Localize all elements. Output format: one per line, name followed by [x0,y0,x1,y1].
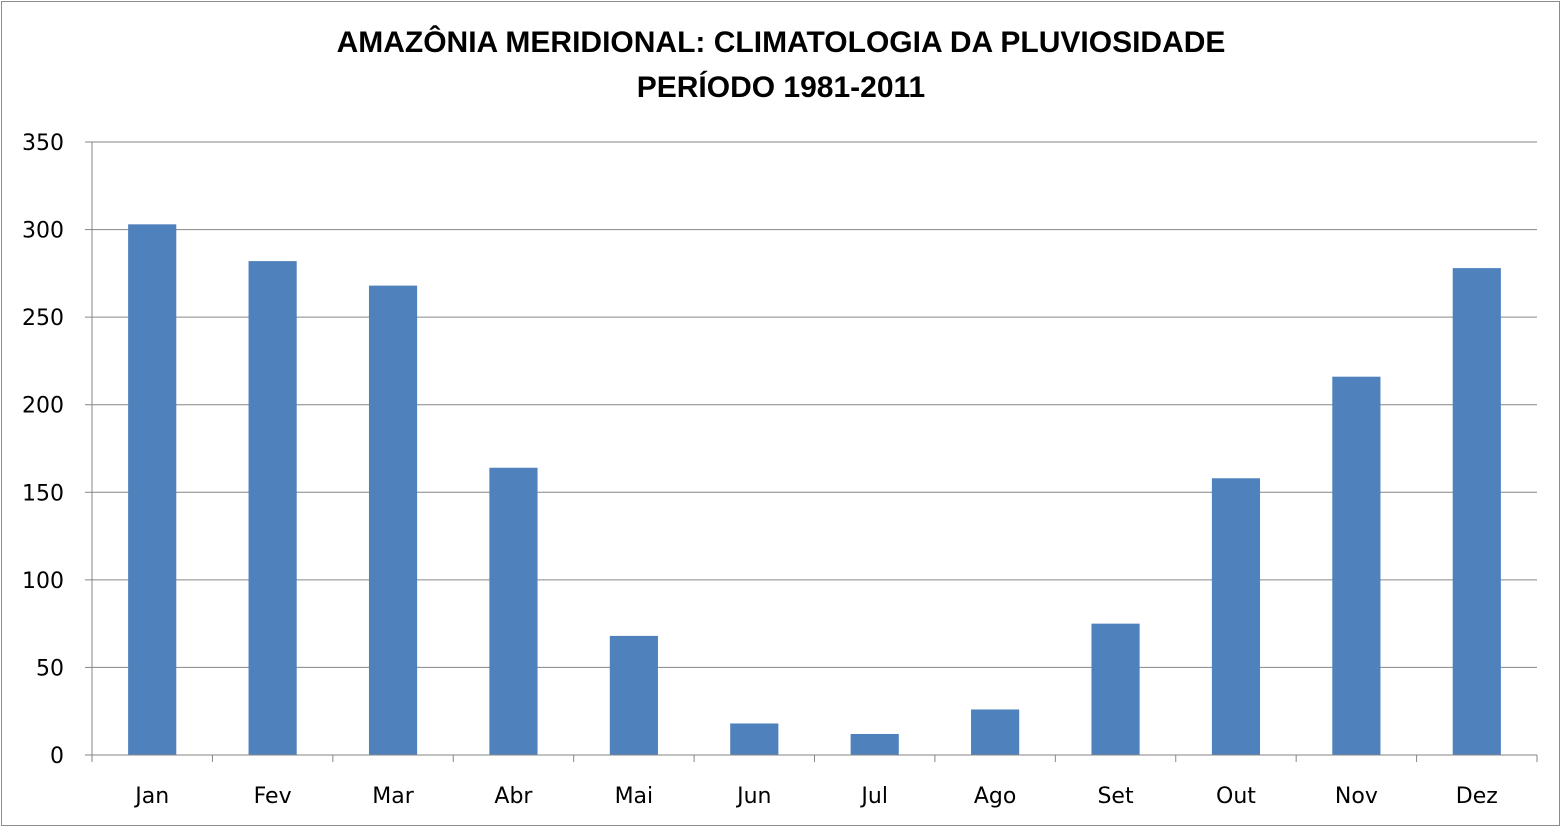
bar-fev [248,261,297,755]
bar-set [1091,623,1140,755]
tick-labels: 0 50 100 150 200 250 300 350 Jan Fev Mar Abr Mai Jun J… [22,131,1498,809]
bar-dez [1452,268,1501,755]
bar-jun [730,723,779,755]
chart-title-line-1: AMAZÔNIA MERIDIONAL: CLIMATOLOGIA DA PLU… [337,25,1226,59]
x-tick-label: Mai [615,784,654,809]
bar-out [1211,478,1261,755]
y-tick-label: 300 [22,219,64,244]
bar-mai [609,635,658,755]
y-tick-label: 200 [22,394,64,419]
x-tick-label: Ago [974,784,1016,809]
x-tick-label: Out [1216,784,1256,809]
bar-jul [850,733,899,755]
x-tick-label: Jan [133,784,169,809]
x-tick-label: Mar [372,784,414,809]
y-tick-label: 250 [22,306,64,331]
x-tick-label: Abr [494,784,533,809]
chart-title-line-2: PERÍODO 1981-2011 [637,70,926,104]
x-tick-label: Fev [254,784,292,809]
x-tick-label: Jun [735,784,771,809]
bar-ago [971,709,1020,755]
y-tick-label: 150 [22,481,64,506]
bars [128,224,1501,755]
x-tick-label: Dez [1456,784,1498,809]
y-tick-label: 50 [36,656,64,681]
x-tick-label: Jul [859,784,888,809]
gridlines [92,141,1537,668]
y-tick-label: 100 [22,569,64,594]
bar-nov [1332,376,1381,755]
y-tick-label: 350 [22,131,64,156]
bar-abr [489,467,538,755]
bar-jan [128,224,177,755]
y-tick-label: 0 [50,744,64,769]
x-tick-label: Nov [1335,784,1378,809]
x-tick-label: Set [1097,784,1134,809]
axes [85,141,1538,762]
bar-mar [368,285,418,755]
